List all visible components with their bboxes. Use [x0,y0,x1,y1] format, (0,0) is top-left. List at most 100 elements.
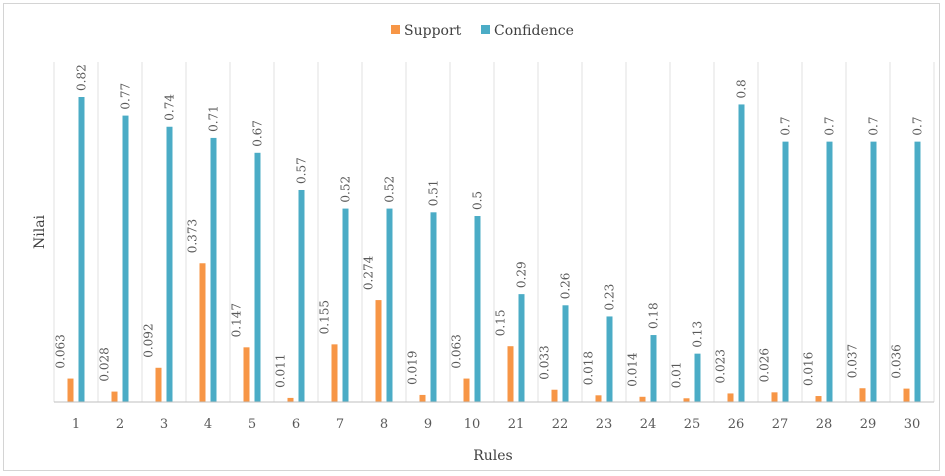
bar-support-21 [507,346,514,402]
x-tick-label: 22 [552,417,569,432]
data-label-support-28: 0.016 [802,352,816,386]
bar-confidence-9 [430,212,437,402]
data-label-confidence-29: 0.7 [867,117,881,136]
bar-confidence-10 [474,216,481,402]
data-label-support-26: 0.023 [714,349,728,383]
bar-confidence-8 [386,208,393,402]
data-label-confidence-26: 0.8 [735,79,749,98]
bar-support-26 [727,393,734,402]
data-label-confidence-27: 0.7 [779,117,793,136]
data-label-support-8: 0.274 [362,255,376,290]
data-label-confidence-21: 0.29 [515,261,529,288]
x-tick-label: 28 [816,417,833,432]
legend-label-confidence: Confidence [494,23,574,39]
data-label-support-9: 0.019 [406,351,420,385]
bar-support-27 [771,392,778,402]
legend-swatch-confidence [481,25,490,34]
x-tick-label: 26 [728,417,745,432]
data-label-support-29: 0.037 [846,344,860,378]
bar-support-5 [243,347,250,402]
x-tick-label: 4 [204,417,212,432]
x-tick-label: 6 [292,417,300,432]
data-label-confidence-8: 0.52 [383,176,397,203]
data-label-confidence-6: 0.57 [295,157,309,184]
data-label-confidence-3: 0.74 [163,94,177,121]
data-label-confidence-25: 0.13 [691,321,705,348]
bar-confidence-6 [298,189,305,402]
data-label-support-4: 0.373 [186,219,200,253]
x-tick-label: 30 [904,417,921,432]
bar-support-24 [639,396,646,402]
data-label-confidence-2: 0.77 [119,83,133,110]
bar-confidence-2 [122,115,129,402]
bar-support-30 [903,388,910,402]
legend-swatch-support [391,25,400,34]
bar-confidence-24 [650,335,657,402]
data-label-support-24: 0.014 [626,352,640,387]
x-tick-label: 23 [596,417,613,432]
data-label-support-2: 0.028 [98,347,112,381]
bar-support-23 [595,395,602,402]
x-tick-label: 5 [248,417,256,432]
bar-confidence-25 [694,353,701,402]
x-tick-label: 29 [860,417,877,432]
bar-confidence-3 [166,126,173,402]
x-tick-label: 27 [772,417,789,432]
bar-confidence-4 [210,137,217,403]
x-tick-label: 24 [640,417,657,432]
bar-confidence-26 [738,104,745,402]
data-label-support-21: 0.15 [494,309,508,336]
bar-support-29 [859,388,866,402]
bar-confidence-23 [606,316,613,402]
data-label-support-7: 0.155 [318,300,332,334]
bar-support-2 [111,391,118,402]
bar-confidence-29 [870,141,877,402]
bar-support-25 [683,398,690,402]
data-label-support-23: 0.018 [582,351,596,385]
bar-support-8 [375,300,382,402]
bar-support-3 [155,367,162,402]
x-tick-label: 2 [116,417,124,432]
x-tick-label: 1 [72,417,80,432]
data-label-support-27: 0.026 [758,348,772,382]
data-label-confidence-30: 0.7 [911,117,925,136]
data-label-confidence-24: 0.18 [647,302,661,329]
data-label-support-25: 0.01 [670,362,684,389]
data-label-support-22: 0.033 [538,345,552,379]
bar-support-28 [815,396,822,402]
bar-confidence-7 [342,208,349,402]
x-axis-title: Rules [473,448,513,464]
bar-support-7 [331,344,338,402]
bar-support-6 [287,397,294,402]
grid-lines [53,62,935,402]
bar-confidence-21 [518,294,525,402]
bar-confidence-30 [914,141,921,402]
x-tick-label: 9 [424,417,432,432]
data-label-support-1: 0.063 [54,334,68,368]
bar-support-1 [67,378,74,402]
data-label-support-6: 0.011 [274,354,288,388]
legend: Support Confidence [391,23,574,39]
data-label-support-10: 0.063 [450,334,464,368]
bars [67,97,921,403]
bar-confidence-22 [562,305,569,402]
bar-confidence-27 [782,141,789,402]
data-label-confidence-5: 0.67 [251,120,265,147]
data-label-confidence-1: 0.82 [75,64,89,91]
x-tick-label: 21 [508,417,525,432]
x-tick-label: 7 [336,417,344,432]
bar-support-9 [419,394,426,402]
data-label-support-30: 0.036 [890,344,904,378]
data-label-support-5: 0.147 [230,303,244,337]
x-tick-label: 25 [684,417,701,432]
bar-support-4 [199,263,206,402]
bar-confidence-5 [254,152,261,402]
legend-label-support: Support [404,23,462,39]
x-tick-label: 10 [464,417,481,432]
bar-support-10 [463,378,470,402]
data-label-support-3: 0.092 [142,323,156,357]
data-label-confidence-9: 0.51 [427,180,441,207]
data-label-confidence-28: 0.7 [823,117,837,136]
x-tick-label: 3 [160,417,168,432]
